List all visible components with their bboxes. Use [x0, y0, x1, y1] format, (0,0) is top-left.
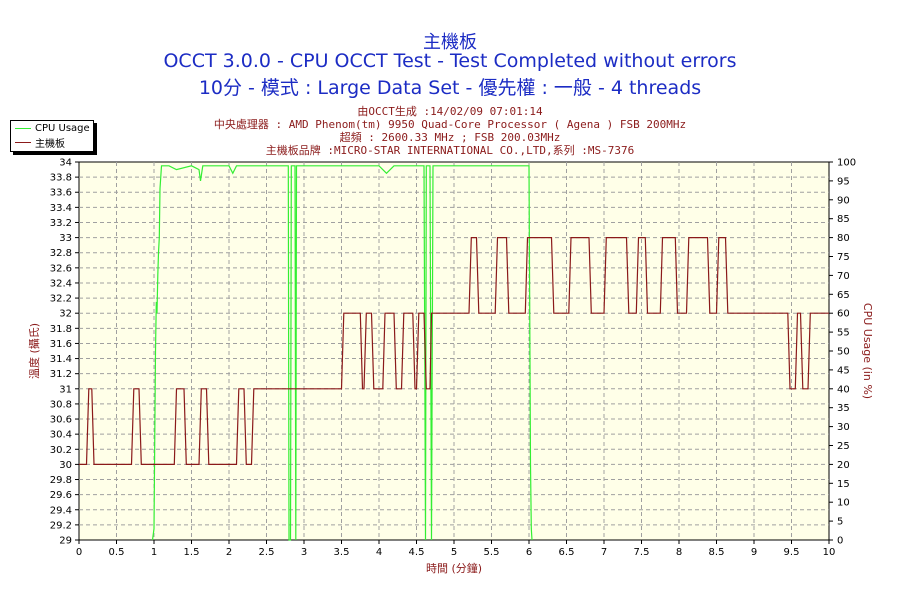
y-right-tick-label: 80: [837, 233, 850, 244]
y-left-tick-label: 32: [59, 309, 72, 320]
legend-item-cpu-usage: CPU Usage: [15, 122, 93, 135]
y-axis-left-label: 溫度 (攝氏): [27, 323, 41, 379]
y-right-tick-label: 100: [837, 158, 856, 169]
y-axis-right: 0 5 10 15 20 25 30 35 40 45 50 55 60 65 70 75 80 85 90 95 10…: [829, 158, 856, 547]
y-right-tick-label: 25: [837, 441, 850, 452]
y-left-tick-label: 30.6: [50, 415, 72, 426]
y-left-tick-label: 30.2: [50, 445, 72, 456]
series-line-cpu-usage: [151, 165, 533, 541]
y-left-tick-label: 31.6: [50, 339, 72, 350]
chart-subtitle-2: 10分 - 模式 : Large Data Set - 優先權 : 一般 - 4…: [198, 77, 702, 99]
x-tick-label: 4.5: [409, 547, 425, 558]
y-left-tick-label: 29: [59, 536, 72, 547]
y-left-tick-label: 30: [59, 460, 72, 471]
y-left-tick-label: 32.2: [50, 294, 72, 305]
y-right-tick-label: 50: [837, 347, 850, 358]
series-line-motherboard: [79, 237, 829, 465]
chart-subtitle: OCCT 3.0.0 - CPU OCCT Test - Test Comple…: [163, 50, 737, 72]
legend-label-motherboard: 主機板: [35, 139, 65, 150]
y-left-tick-label: 32.4: [50, 278, 72, 289]
y-left-tick-label: 29.4: [50, 505, 72, 516]
y-right-tick-label: 35: [837, 403, 850, 414]
x-tick-label: 5.5: [484, 547, 500, 558]
y-left-tick-label: 31.8: [50, 324, 72, 335]
y-left-tick-label: 32.6: [50, 263, 72, 274]
y-left-tick-label: 31.4: [50, 354, 72, 365]
y-axis-left: 29 29.2 29.4 29.6 29.8 30 30.2 30.4 30.6 30.8 31 31…: [50, 158, 79, 547]
x-axis: 0 0.5 1 1.5 2 2.5 3 3.5 4 4.5 5 5.5 6 6.5 7 7.5 8 8.5 9 9.5…: [76, 540, 836, 558]
x-tick-label: 0.5: [109, 547, 125, 558]
y-left-tick-label: 30.4: [50, 430, 72, 441]
y-left-tick-label: 29.2: [50, 520, 72, 531]
x-tick-label: 6: [526, 547, 532, 558]
legend-swatch-cpu-usage: [15, 128, 31, 129]
legend-label-cpu-usage: CPU Usage: [35, 123, 90, 134]
y-right-tick-label: 90: [837, 195, 850, 206]
x-tick-label: 8: [676, 547, 682, 558]
y-axis-right-label: CPU Usage (in %): [861, 303, 874, 399]
y-right-tick-label: 85: [837, 214, 850, 225]
y-right-tick-label: 60: [837, 309, 850, 320]
y-right-tick-label: 30: [837, 422, 850, 433]
legend-swatch-motherboard: [15, 142, 31, 143]
x-tick-label: 9: [751, 547, 757, 558]
x-tick-label: 2: [226, 547, 232, 558]
y-right-tick-label: 75: [837, 252, 850, 263]
y-left-tick-label: 30.8: [50, 399, 72, 410]
series-group: [79, 165, 829, 541]
x-tick-label: 9.5: [784, 547, 800, 558]
info-overclock: 超頻 : 2600.33 MHz ; FSB 200.03MHz: [339, 131, 561, 144]
y-left-tick-label: 33.6: [50, 188, 72, 199]
x-tick-label: 7.5: [634, 547, 650, 558]
legend: CPU Usage 主機板: [10, 120, 94, 152]
x-tick-label: 0: [76, 547, 82, 558]
info-motherboard: 主機板品牌 :MICRO-STAR INTERNATIONAL CO.,LTD,…: [265, 144, 635, 157]
y-left-tick-label: 29.8: [50, 475, 72, 486]
x-tick-label: 8.5: [709, 547, 725, 558]
y-left-tick-label: 33.4: [50, 203, 72, 214]
legend-item-motherboard: 主機板: [15, 136, 93, 150]
x-tick-label: 3.5: [334, 547, 350, 558]
y-left-tick-label: 31: [59, 384, 72, 395]
info-cpu: 中央處理器 : AMD Phenom(tm) 9950 Quad-Core Pr…: [213, 118, 687, 131]
y-right-tick-label: 40: [837, 384, 850, 395]
y-right-tick-label: 5: [837, 517, 843, 528]
y-left-tick-label: 34: [59, 158, 72, 169]
x-tick-label: 1.5: [184, 547, 200, 558]
info-generated: 由OCCT生成 :14/02/09 07:01:14: [357, 105, 543, 118]
y-left-tick-label: 31.2: [50, 369, 72, 380]
y-left-tick-label: 33.2: [50, 218, 72, 229]
x-tick-label: 7: [601, 547, 607, 558]
y-right-tick-label: 10: [837, 498, 850, 509]
y-right-tick-label: 65: [837, 290, 850, 301]
x-axis-label: 時間 (分鐘): [426, 561, 482, 575]
chart-title: 主機板: [423, 32, 477, 53]
y-left-tick-label: 33.8: [50, 173, 72, 184]
y-right-tick-label: 15: [837, 479, 850, 490]
x-tick-label: 2.5: [259, 547, 275, 558]
y-left-tick-label: 32.8: [50, 248, 72, 259]
y-left-tick-label: 29.6: [50, 490, 72, 501]
y-right-tick-label: 0: [837, 536, 843, 547]
x-tick-label: 1: [151, 547, 157, 558]
y-right-tick-label: 55: [837, 328, 850, 339]
x-tick-label: 6.5: [559, 547, 575, 558]
x-tick-label: 5: [451, 547, 457, 558]
y-right-tick-label: 70: [837, 271, 850, 282]
y-right-tick-label: 20: [837, 460, 850, 471]
x-tick-label: 10: [823, 547, 836, 558]
x-tick-label: 4: [376, 547, 382, 558]
y-right-tick-label: 95: [837, 176, 850, 187]
y-right-tick-label: 45: [837, 365, 850, 376]
grid: [79, 162, 829, 540]
x-tick-label: 3: [301, 547, 307, 558]
y-left-tick-label: 33: [59, 233, 72, 244]
